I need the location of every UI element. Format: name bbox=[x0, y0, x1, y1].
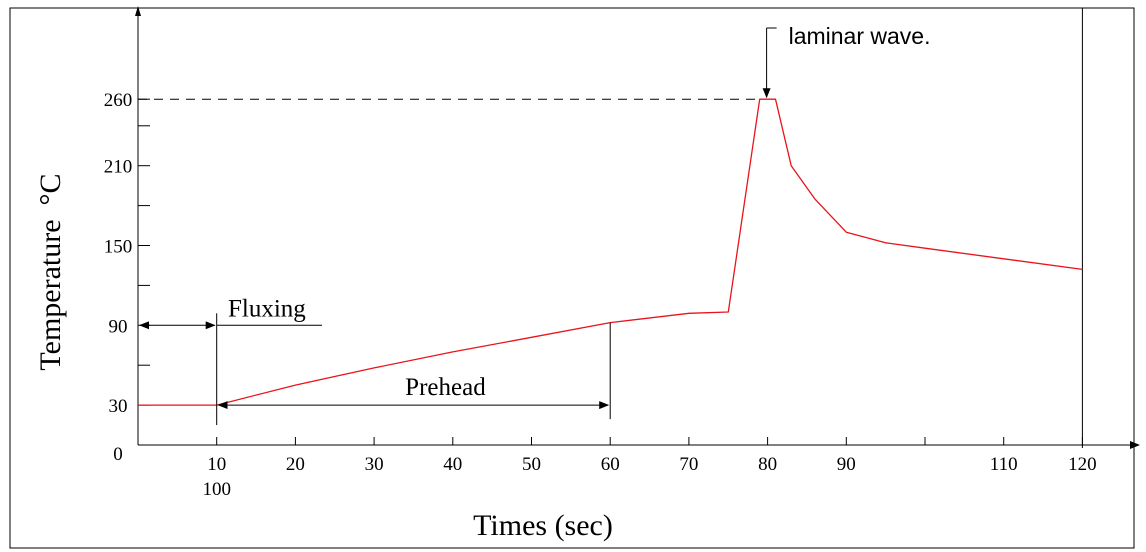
axes-layer bbox=[135, 6, 1140, 449]
temperature-point bbox=[451, 350, 454, 353]
y-tick-label: 0 bbox=[113, 444, 123, 465]
y-tick-label: 210 bbox=[104, 157, 133, 178]
temperature-point bbox=[1081, 268, 1084, 271]
annotation-layer: Fluxing Prehead laminar wave. bbox=[139, 23, 931, 425]
temperature-point bbox=[845, 231, 848, 234]
temperature-point bbox=[294, 384, 297, 387]
temperature-point bbox=[924, 247, 927, 250]
prehead-label: Prehead bbox=[405, 374, 486, 401]
y-axis-unit: °C bbox=[34, 173, 67, 205]
temperature-point bbox=[758, 98, 761, 101]
temperature-point bbox=[687, 312, 690, 315]
x-extra-label: 100 bbox=[202, 479, 231, 500]
y-axis-label: Temperature °C bbox=[34, 173, 67, 370]
y-axis-arrow bbox=[135, 6, 141, 16]
series-layer bbox=[137, 98, 1084, 407]
x-tick-label: 80 bbox=[758, 454, 777, 475]
x-tick-label: 60 bbox=[601, 454, 620, 475]
x-tick-label: 10 bbox=[207, 454, 226, 475]
temperature-point bbox=[727, 311, 730, 314]
temperature-point bbox=[1002, 257, 1005, 260]
x-tick-label: 40 bbox=[443, 454, 462, 475]
temperature-point bbox=[790, 164, 793, 167]
x-tick-label: 20 bbox=[286, 454, 305, 475]
temperature-point bbox=[137, 404, 140, 407]
x-tick-label: 30 bbox=[365, 454, 384, 475]
temperature-point bbox=[373, 366, 376, 369]
x-tick-label: 90 bbox=[837, 454, 856, 475]
y-tick-label: 90 bbox=[109, 316, 128, 337]
x-axis-label: Times (sec) bbox=[473, 509, 613, 542]
chart-frame bbox=[9, 7, 1135, 549]
temperature-point bbox=[884, 241, 887, 244]
y-tick-label: 30 bbox=[109, 396, 128, 417]
temperature-point bbox=[813, 197, 816, 200]
temperature-point bbox=[774, 98, 777, 101]
fluxing-label: Fluxing bbox=[228, 295, 306, 322]
y-axis-label-group: Temperature °C bbox=[34, 173, 67, 370]
x-tick-label: 50 bbox=[522, 454, 541, 475]
y-tick-label: 260 bbox=[104, 90, 133, 111]
temperature-series-line bbox=[138, 98, 1083, 406]
y-tick-label: 150 bbox=[104, 237, 133, 258]
x-axis-arrow bbox=[1130, 441, 1140, 449]
laminar-wave-label: laminar wave. bbox=[789, 23, 931, 49]
temperature-point bbox=[530, 336, 533, 339]
x-tick-label: 70 bbox=[679, 454, 698, 475]
x-tick-label: 110 bbox=[990, 454, 1018, 475]
x-tick-label: 120 bbox=[1068, 454, 1097, 475]
text-layer: Times (sec) Temperature °C 10 20 30 40 50 60 70… bbox=[34, 90, 1097, 542]
y-axis-label-text: Temperature bbox=[34, 219, 67, 370]
